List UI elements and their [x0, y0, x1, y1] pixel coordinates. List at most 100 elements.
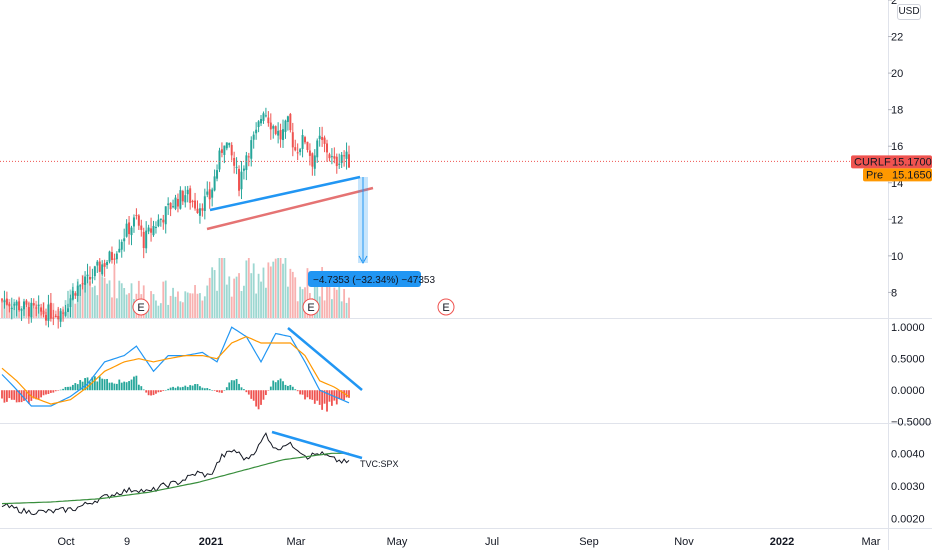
macd-histogram-bar: [91, 376, 94, 391]
candle-body: [299, 149, 302, 153]
candle-body: [13, 304, 16, 306]
volume-bar: [348, 297, 350, 318]
y-tick-label: 16: [891, 141, 903, 153]
y-tick-label: 22: [891, 32, 903, 44]
macd-histogram-bar: [27, 390, 30, 404]
macd-histogram-bar: [240, 387, 243, 391]
x-tick-label: Nov: [674, 536, 694, 548]
volume-bar: [216, 290, 218, 318]
macd-histogram-bar: [59, 389, 62, 391]
macd-histogram-bar: [235, 378, 238, 391]
volume-bar: [189, 293, 192, 318]
macd-histogram-bar: [330, 390, 333, 406]
macd-histogram-bar: [228, 382, 231, 391]
currency-button[interactable]: USD: [897, 4, 921, 20]
volume-bar: [169, 295, 172, 318]
macd-histogram-bar: [301, 390, 304, 395]
macd-histogram-bar: [260, 390, 262, 405]
volume-bar: [211, 267, 214, 318]
volume-bar: [5, 298, 8, 318]
candle-body: [159, 218, 162, 220]
macd-histogram-bar: [84, 378, 86, 391]
candle-body: [289, 114, 292, 131]
candle-body: [225, 142, 228, 149]
candle-body: [262, 113, 265, 121]
volume-bar: [194, 285, 196, 318]
macd-histogram-bar: [162, 390, 165, 392]
volume-bar: [247, 258, 250, 318]
candle-body: [101, 264, 104, 275]
macd-histogram-bar: [52, 390, 55, 393]
macd-histogram-bar: [243, 389, 245, 391]
macd-histogram-bar: [71, 384, 74, 391]
volume-bar: [221, 258, 223, 318]
volume-bar: [233, 278, 236, 318]
volume-bar: [130, 283, 133, 318]
macd-histogram-bar: [321, 390, 324, 410]
candle-body: [220, 149, 223, 153]
macd-histogram-bar: [37, 390, 40, 399]
candle-body: [216, 170, 219, 179]
macd-histogram-bar: [3, 390, 6, 403]
volume-bar: [291, 271, 294, 318]
macd-histogram-bar: [345, 390, 348, 398]
macd-histogram-bar: [111, 382, 113, 391]
candle-body: [3, 300, 6, 303]
candle-body: [35, 307, 38, 309]
candle-body: [106, 261, 109, 266]
candle-body: [184, 195, 187, 203]
candle-body: [242, 168, 245, 171]
ratio-line: [1, 432, 350, 516]
volume-bar: [93, 285, 96, 318]
volume-bar: [296, 301, 299, 318]
ratio-average-line: [1, 452, 349, 505]
volume-bar: [25, 303, 28, 318]
macd-histogram-bar: [221, 390, 223, 393]
y-tick-label: 18: [891, 105, 903, 117]
volume-bar: [228, 276, 231, 318]
candle-body: [191, 200, 194, 203]
candle-body: [96, 261, 99, 266]
candle-body: [318, 135, 321, 140]
candle-body: [150, 228, 153, 233]
volume-bar: [123, 288, 126, 318]
ratio-series-label: TVC:SPX: [360, 459, 399, 469]
volume-bar: [108, 280, 111, 318]
candle-body: [37, 304, 40, 306]
macd-histogram-bar: [304, 390, 306, 400]
macd-histogram-bar: [5, 390, 8, 402]
candle-body: [321, 136, 324, 140]
candle-body: [66, 308, 69, 312]
candle-body: [296, 152, 299, 154]
volume-bar: [345, 302, 348, 318]
volume-bar: [147, 304, 150, 318]
last-price-symbol: CURLF: [854, 156, 891, 168]
candle-body: [323, 137, 326, 144]
macd-histogram-bar: [167, 388, 170, 391]
volume-bar: [125, 294, 128, 318]
macd-histogram-bar: [135, 375, 138, 391]
macd-histogram-bar: [313, 390, 316, 404]
macd-histogram-bar: [89, 381, 91, 391]
earnings-label: E: [307, 302, 314, 314]
volume-bar: [89, 281, 91, 318]
volume-bar: [213, 270, 216, 318]
macd-histogram-bar: [309, 390, 311, 400]
volume-bar: [101, 276, 104, 318]
macd-histogram-bar: [179, 387, 182, 391]
candle-body: [272, 126, 275, 129]
measure-label-box: [308, 271, 421, 287]
x-tick-label: Mar: [862, 536, 881, 548]
macd-histogram-bar: [181, 386, 184, 391]
volume-bar: [120, 283, 123, 318]
candle-body: [30, 302, 33, 318]
volume-bar: [181, 302, 184, 318]
volume-bar: [218, 258, 221, 318]
macd-histogram-bar: [184, 385, 187, 391]
candle-body: [206, 191, 209, 195]
volume-bar: [333, 287, 336, 318]
candle-body: [201, 208, 204, 211]
pre-price-value: 15.1650: [892, 169, 932, 181]
candle-body: [81, 283, 84, 285]
